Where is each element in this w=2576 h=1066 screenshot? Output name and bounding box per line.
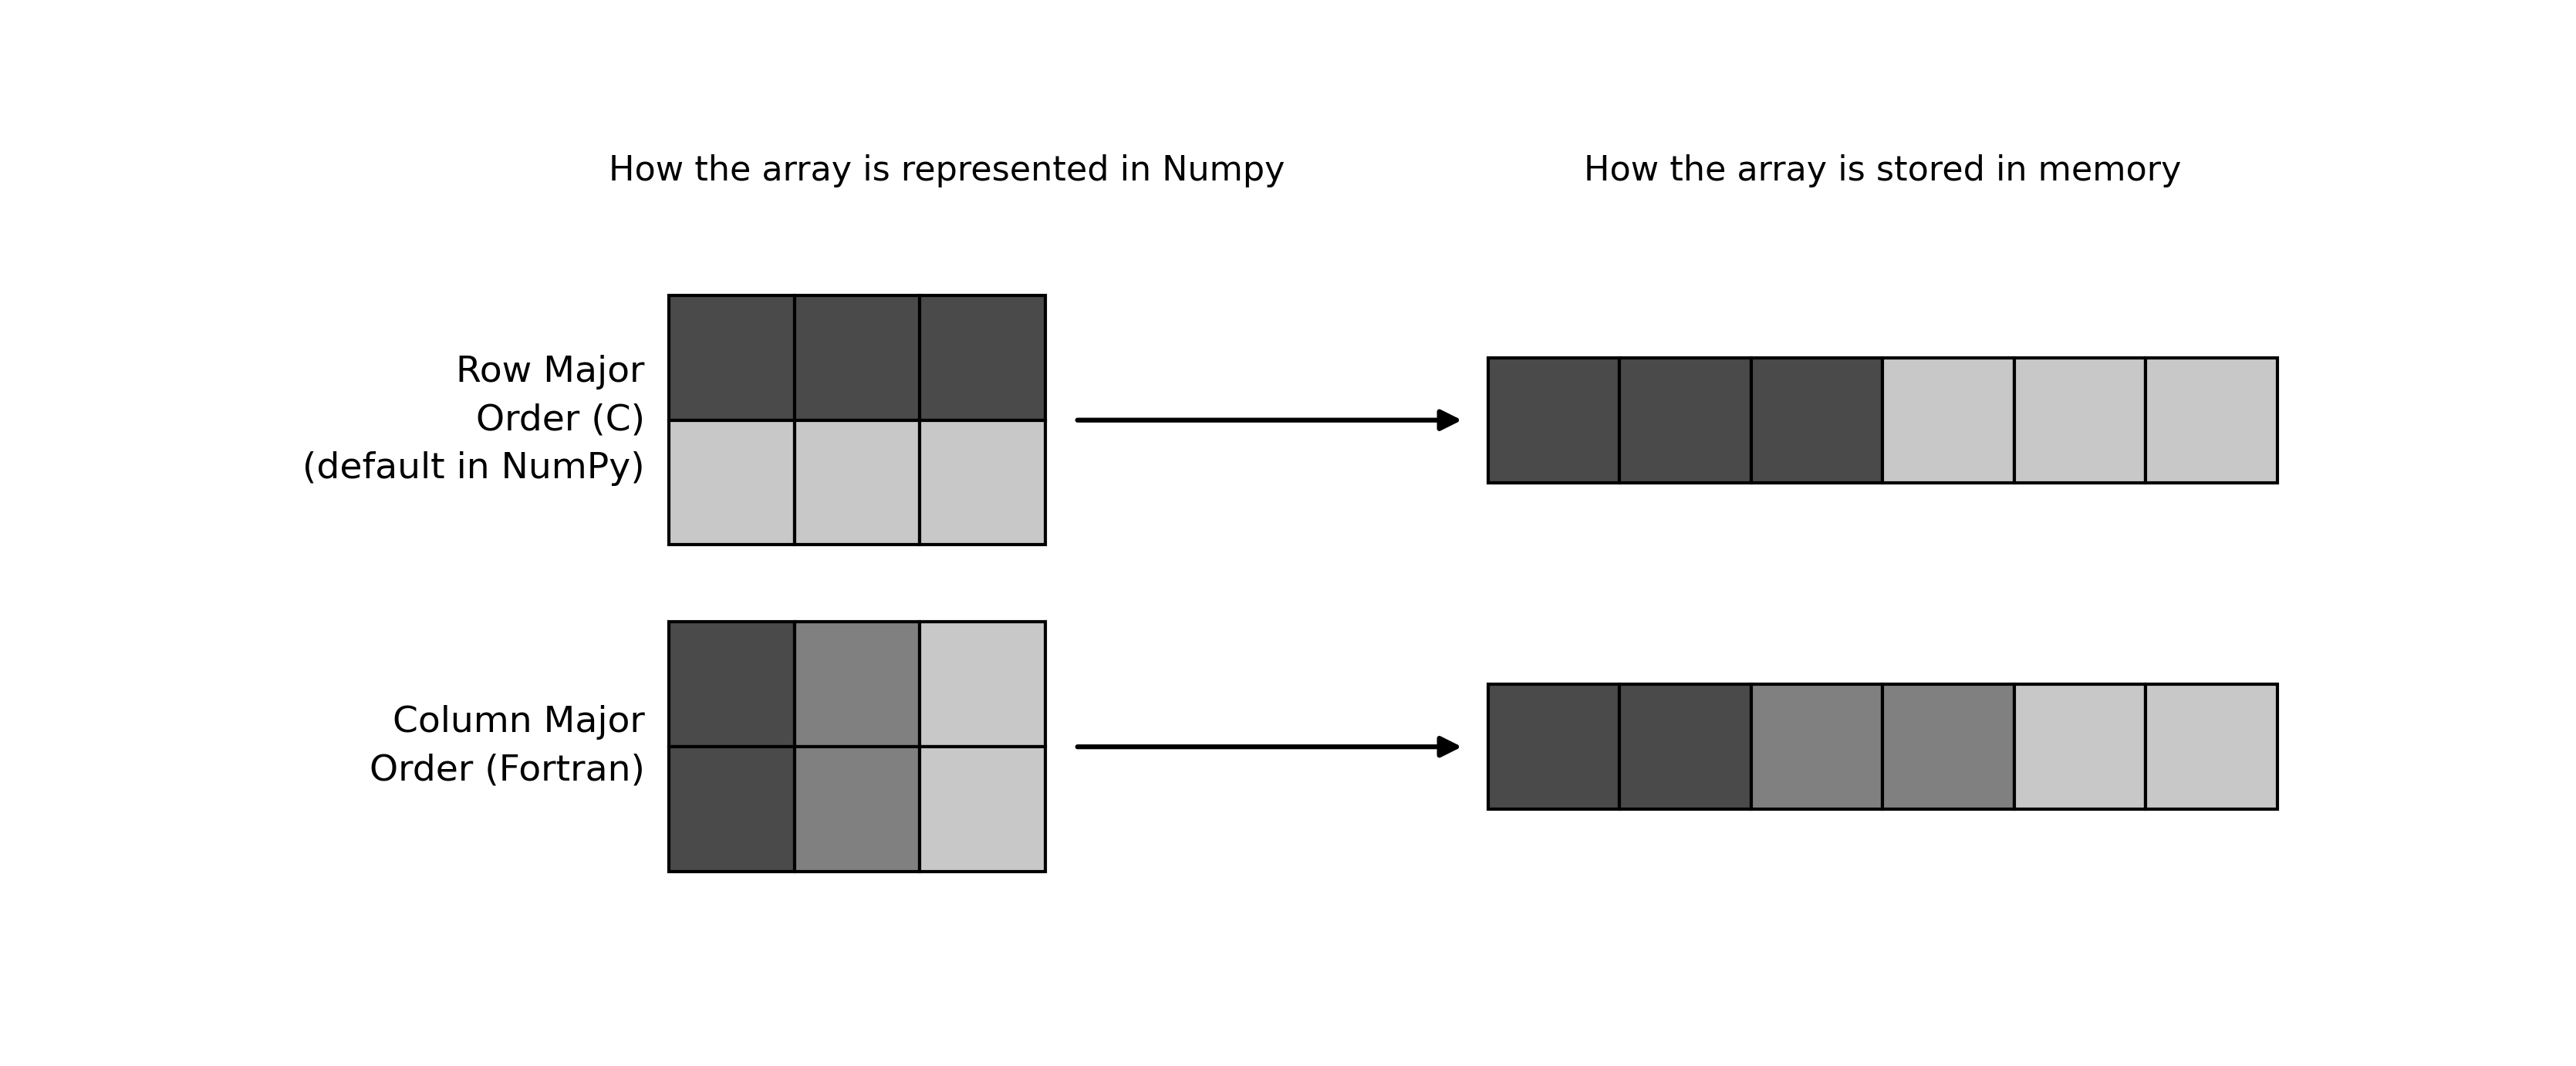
Text: How the array is represented in Numpy: How the array is represented in Numpy [608, 155, 1285, 188]
Bar [1489, 684, 1620, 809]
Bar [920, 747, 1046, 872]
Bar [1752, 684, 1883, 809]
Text: How the array is stored in memory: How the array is stored in memory [1584, 155, 2182, 188]
Bar [2014, 358, 2146, 483]
Bar [793, 295, 920, 420]
Bar [1620, 684, 1752, 809]
Bar [1489, 358, 1620, 483]
Bar [1620, 358, 1752, 483]
Bar [2014, 684, 2146, 809]
Bar [670, 295, 793, 420]
Bar [1883, 684, 2014, 809]
Bar [2146, 358, 2277, 483]
Bar [670, 420, 793, 545]
Bar [670, 747, 793, 872]
Bar [670, 623, 793, 747]
Bar [920, 420, 1046, 545]
Bar [1883, 358, 2014, 483]
Bar [920, 295, 1046, 420]
Bar [793, 747, 920, 872]
Bar [793, 623, 920, 747]
Bar [793, 420, 920, 545]
Bar [2146, 684, 2277, 809]
Bar [920, 623, 1046, 747]
Text: Column Major
Order (Fortran): Column Major Order (Fortran) [368, 706, 644, 788]
Text: Row Major
Order (C)
(default in NumPy): Row Major Order (C) (default in NumPy) [301, 355, 644, 486]
Bar [1752, 358, 1883, 483]
